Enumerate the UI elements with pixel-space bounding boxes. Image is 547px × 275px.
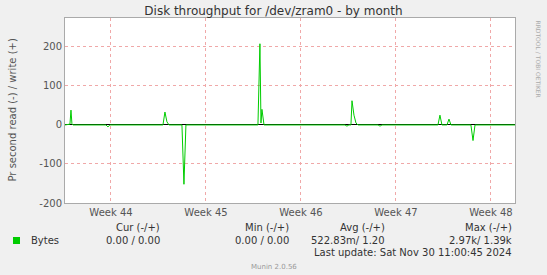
svg-text:Bytes: Bytes [31,235,59,246]
svg-text:Cur (-/+): Cur (-/+) [116,222,160,233]
svg-text:2.97k/ 1.39k: 2.97k/ 1.39k [449,235,512,246]
svg-text:Max (-/+): Max (-/+) [465,222,512,233]
svg-text:Pr second read (-) / write (+): Pr second read (-) / write (+) [7,38,18,181]
svg-text:0.00 / 0.00: 0.00 / 0.00 [106,235,160,246]
svg-text:Disk throughput for /dev/zram0: Disk throughput for /dev/zram0 - by mont… [144,4,402,18]
svg-text:-100: -100 [39,158,62,169]
svg-text:0: 0 [56,119,62,130]
svg-text:522.83m/ 1.20: 522.83m/ 1.20 [311,235,385,246]
svg-text:-200: -200 [39,198,62,209]
svg-text:Week 48: Week 48 [469,207,512,218]
svg-text:RRDTOOL / TOBI OETIKER: RRDTOOL / TOBI OETIKER [535,21,542,98]
svg-text:Avg (-/+): Avg (-/+) [340,222,385,233]
svg-text:0.00 / 0.00: 0.00 / 0.00 [235,235,289,246]
svg-text:200: 200 [43,41,62,52]
svg-text:Week 44: Week 44 [89,207,132,218]
svg-text:Week 46: Week 46 [279,207,322,218]
svg-text:Last update: Sat Nov 30 11:00:: Last update: Sat Nov 30 11:00:45 2024 [314,247,512,258]
svg-text:Munin 2.0.56: Munin 2.0.56 [251,263,297,271]
svg-text:Min (-/+): Min (-/+) [245,222,289,233]
svg-text:Week 45: Week 45 [184,207,227,218]
svg-text:Week 47: Week 47 [374,207,417,218]
svg-text:100: 100 [43,80,62,91]
